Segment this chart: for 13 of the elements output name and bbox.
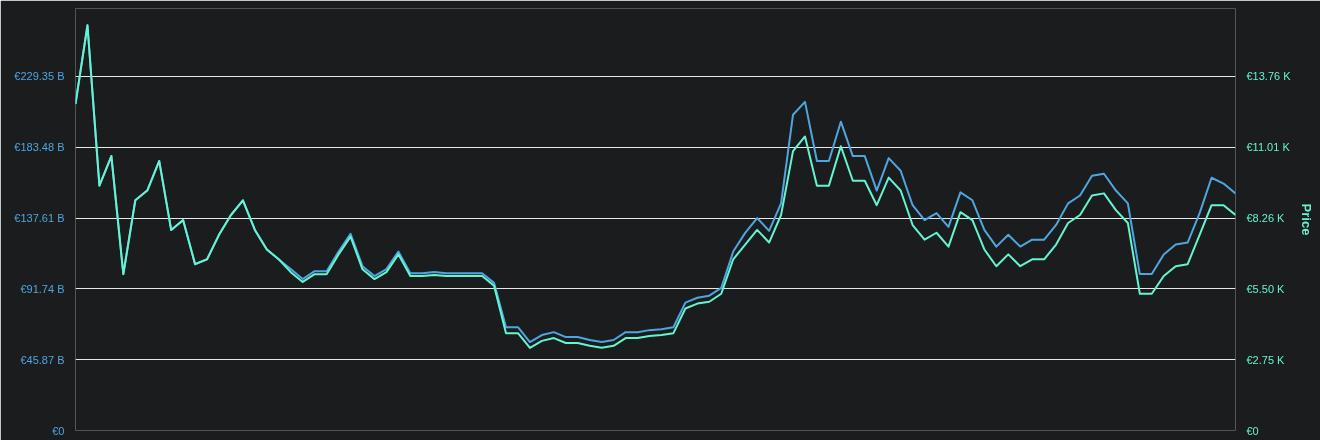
y2-tick-label: €5.50 K xyxy=(1246,282,1286,295)
y2-tick-label: €11.01 K xyxy=(1246,141,1291,154)
y-tick-label: €183.48 B xyxy=(14,141,65,154)
y-tick-label: €91.74 B xyxy=(20,282,65,295)
y-tick-label: €0 xyxy=(52,424,65,437)
y2-tick-label: €13.76 K xyxy=(1246,70,1292,83)
y2-tick-label: €2.75 K xyxy=(1246,353,1286,366)
y-tick-label: €45.87 B xyxy=(20,353,65,366)
y2-axis-title: Price xyxy=(1298,203,1314,236)
y2-tick-label: €8.26 K xyxy=(1246,211,1286,224)
y-tick-label: €229.35 B xyxy=(14,70,65,83)
y2-tick-label: €0 xyxy=(1246,424,1259,437)
y-tick-label: €137.61 B xyxy=(14,212,65,225)
